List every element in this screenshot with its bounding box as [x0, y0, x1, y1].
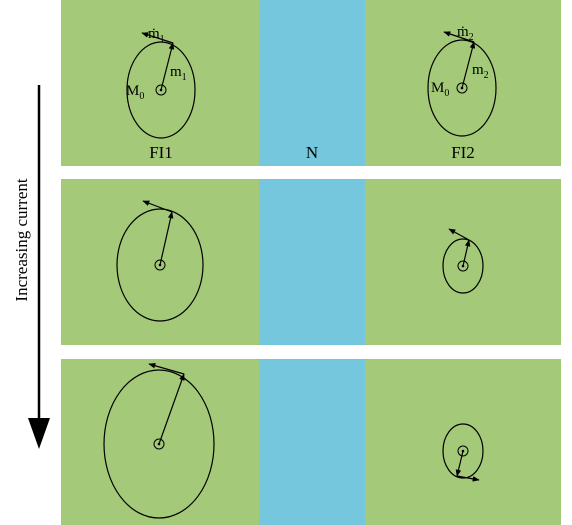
fi1-layer	[61, 0, 259, 166]
precession-orbit	[103, 369, 215, 519]
m0-label: M0	[126, 83, 144, 102]
magnetization-vector	[158, 373, 185, 445]
magnetization-vector	[159, 211, 174, 266]
n-layer	[259, 359, 365, 525]
precession-velocity-vector	[456, 475, 480, 482]
increasing-current-indicator: Increasing current	[12, 85, 50, 449]
m0-label: M0	[431, 80, 449, 99]
n-layer	[259, 179, 365, 345]
magnetization-vector	[160, 42, 175, 91]
precession-orbit	[116, 208, 204, 322]
precession-center	[456, 82, 468, 94]
precession-center	[153, 438, 165, 450]
n-label: N	[306, 143, 318, 162]
precession-velocity-vector	[443, 31, 475, 43]
m1-label: m1	[170, 64, 187, 83]
precession-center	[155, 84, 167, 96]
precession-orbit	[442, 423, 484, 479]
precession-center	[457, 445, 469, 457]
magnetization-vector	[462, 239, 471, 267]
magnetization-vector	[461, 41, 476, 89]
n-layer	[259, 0, 365, 166]
precession-orbit	[126, 41, 196, 139]
fi1-layer	[61, 179, 259, 345]
precession-center	[457, 260, 469, 272]
fi1-label: FI1	[149, 143, 173, 162]
fi2-label: FI2	[451, 143, 475, 162]
magnetization-vector	[455, 450, 464, 477]
increasing-current-label: Increasing current	[12, 178, 31, 301]
precession-velocity-vector	[142, 200, 173, 213]
precession-velocity-vector	[141, 32, 174, 44]
panel-3	[61, 359, 561, 525]
m2-label: m2	[472, 62, 489, 81]
mdot1-label: ṁ1	[148, 26, 165, 45]
mdot2-label: ṁ2	[457, 24, 474, 43]
panel-2	[61, 179, 561, 345]
precession-center	[154, 259, 166, 271]
fi2-layer	[365, 359, 561, 525]
precession-orbit	[427, 39, 497, 137]
precession-orbit	[442, 238, 484, 294]
current-arrow-head	[28, 418, 50, 449]
panel-1: ṁ1 m1 M0 ṁ2 m2 M0 FI1 N FI2	[61, 0, 561, 166]
fi2-layer	[365, 179, 561, 345]
precession-velocity-vector	[148, 363, 185, 375]
precession-velocity-vector	[448, 228, 470, 241]
